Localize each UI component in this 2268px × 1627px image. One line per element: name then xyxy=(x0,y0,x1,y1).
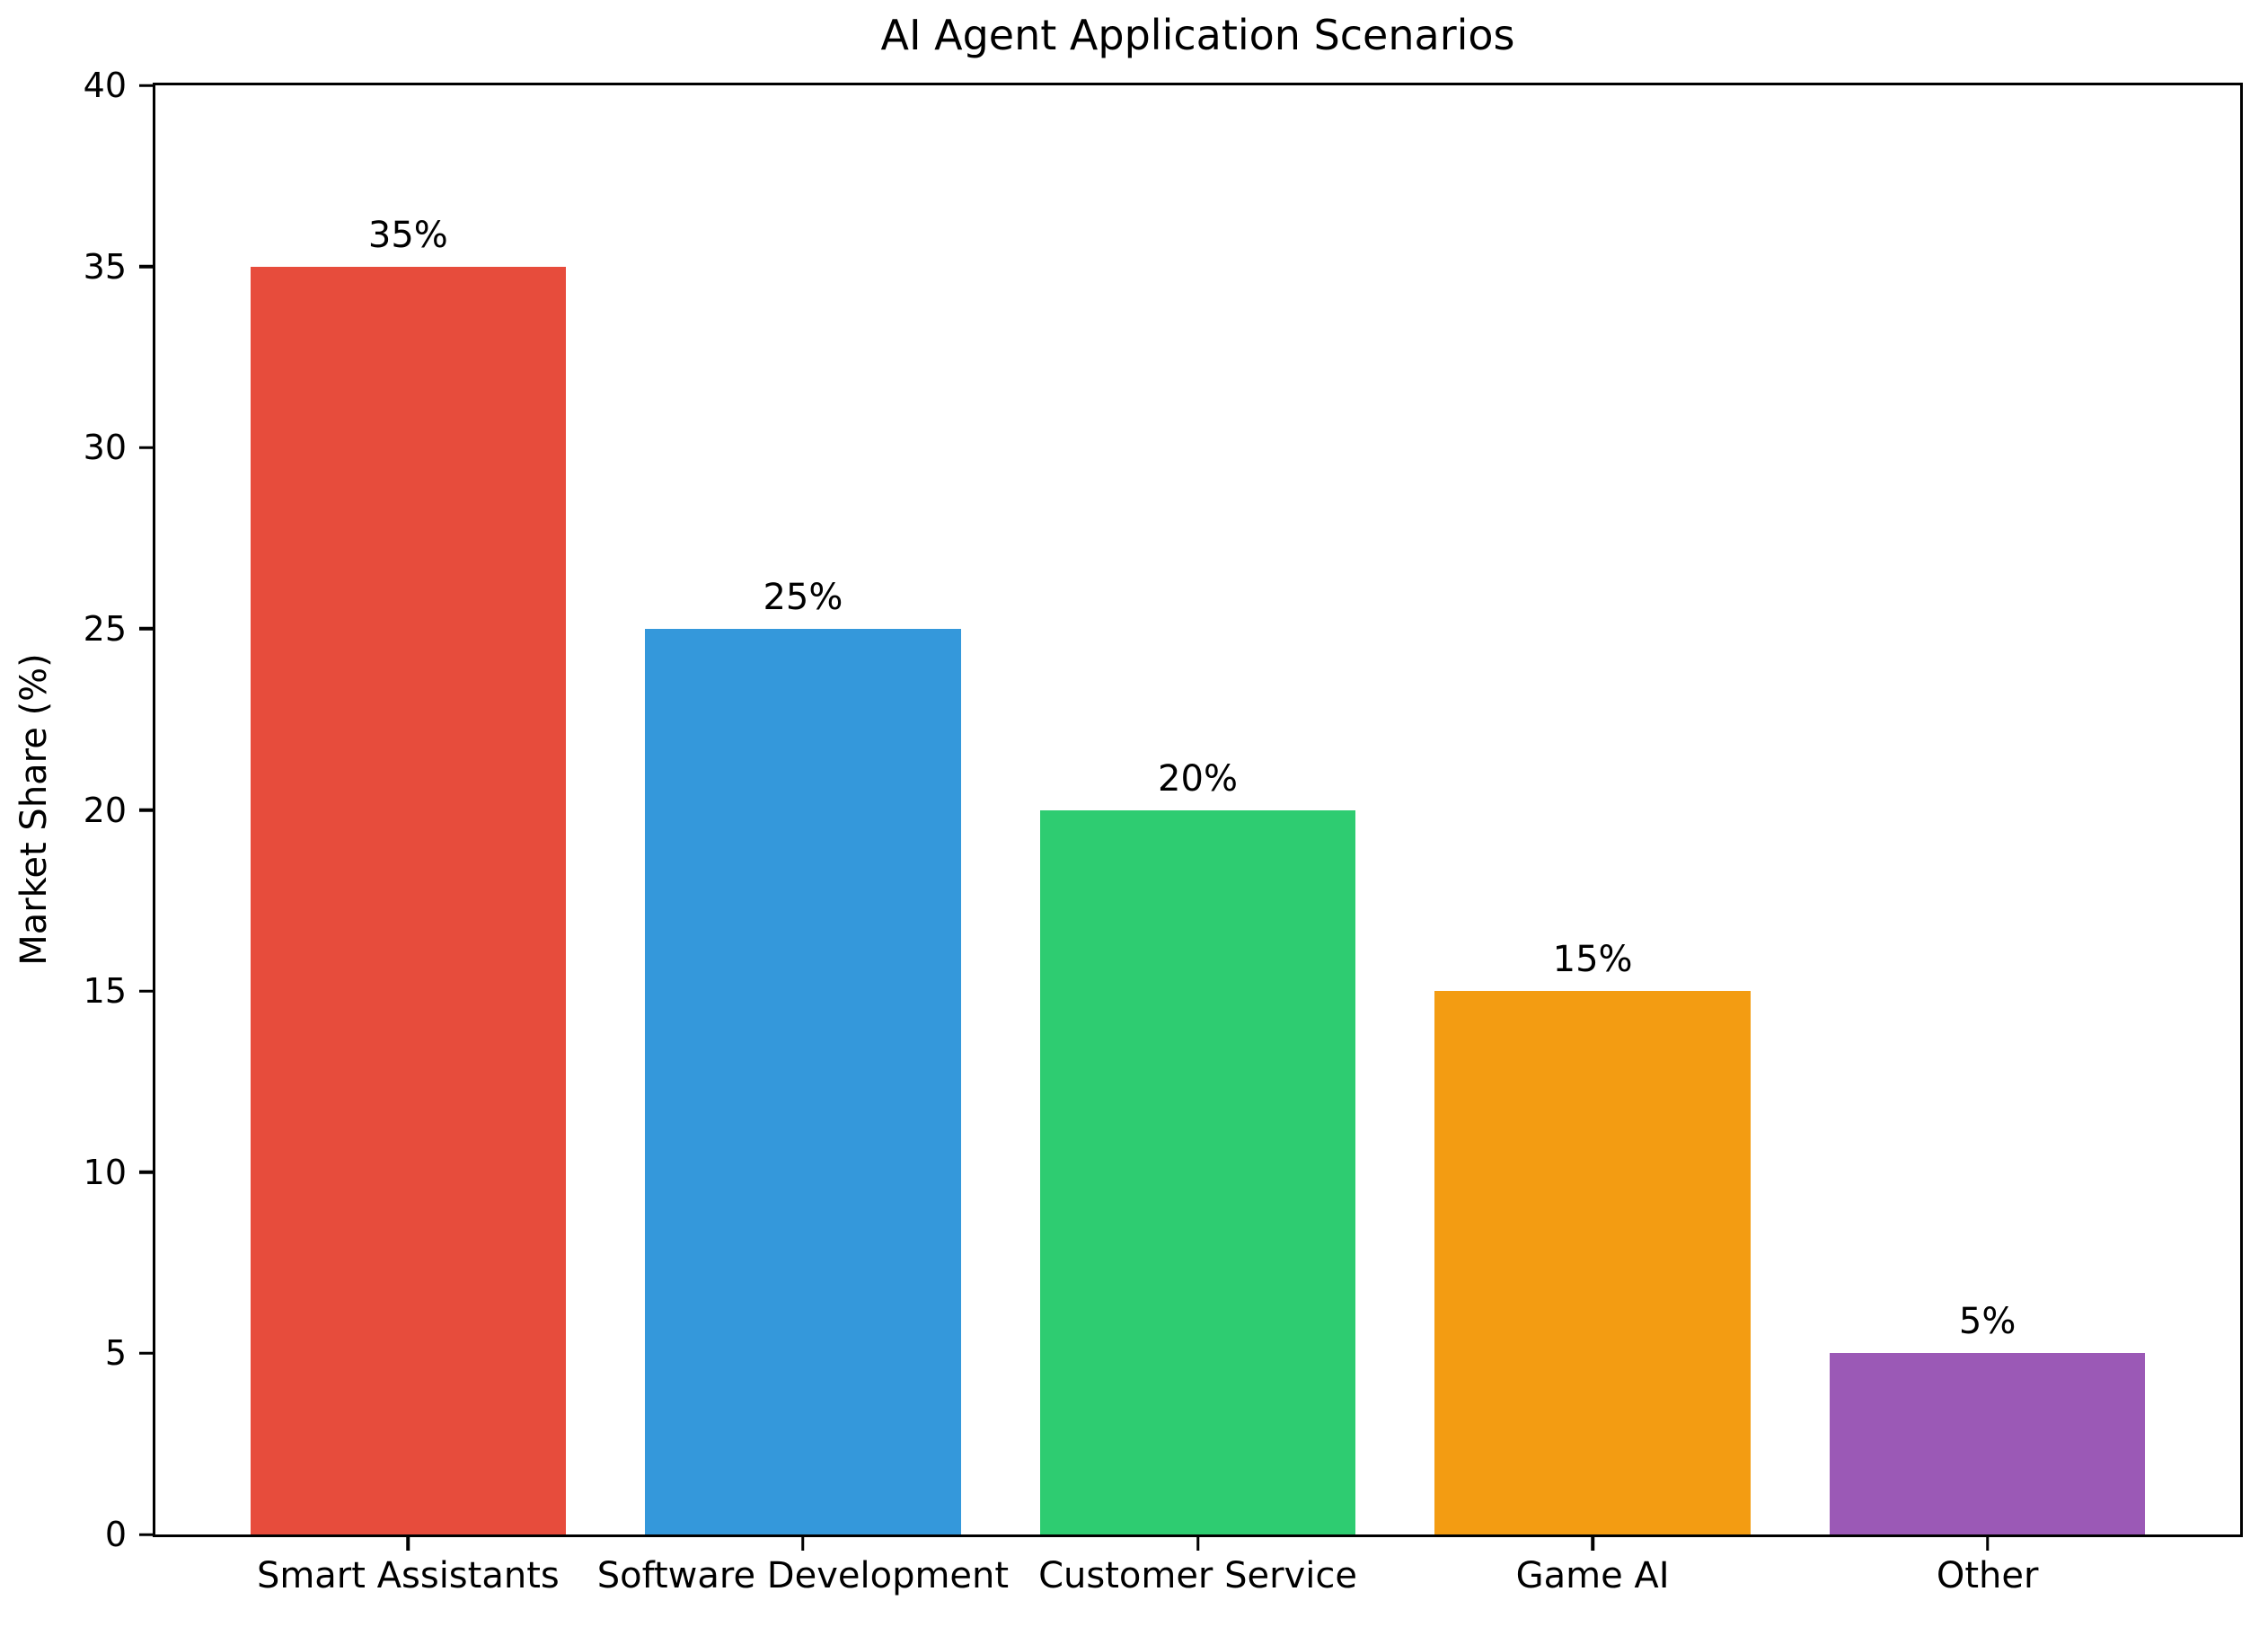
x-tick-mark-other xyxy=(1985,1534,1990,1551)
bar-smart-assistants xyxy=(250,266,567,1534)
y-tick-mark-10 xyxy=(139,1171,155,1174)
y-tick-label-0: 0 xyxy=(104,1515,127,1554)
y-tick-mark-30 xyxy=(139,446,155,449)
x-tick-mark-software-development xyxy=(801,1534,805,1551)
x-tick-mark-game-ai xyxy=(1591,1534,1594,1551)
x-tick-label-software-development: Software Development xyxy=(596,1555,1010,1596)
y-tick-mark-20 xyxy=(139,808,155,812)
x-tick-label-game-ai: Game AI xyxy=(1515,1555,1670,1596)
x-tick-label-customer-service: Customer Service xyxy=(1038,1555,1357,1596)
bar-other xyxy=(1829,1353,2146,1534)
plot-area: 0 5 10 15 20 25 30 35 40 35% Smart Assistants 25% So… xyxy=(84,68,2243,1594)
y-tick-mark-5 xyxy=(139,1351,155,1356)
y-tick-mark-40 xyxy=(139,84,155,87)
y-tick-mark-35 xyxy=(139,264,155,269)
y-tick-label-35: 35 xyxy=(83,246,127,287)
bar-software-development xyxy=(645,628,961,1534)
y-tick-label-25: 25 xyxy=(83,608,127,649)
y-axis-label: Market Share (%) xyxy=(13,653,55,966)
x-tick-mark-customer-service xyxy=(1196,1534,1200,1551)
y-tick-label-40: 40 xyxy=(83,66,127,105)
x-tick-mark-smart-assistants xyxy=(406,1534,410,1551)
bar-value-label-smart-assistants: 35% xyxy=(367,214,448,256)
y-tick-mark-15 xyxy=(139,989,155,993)
bar-customer-service xyxy=(1039,809,1356,1534)
bar-game-ai xyxy=(1434,991,1751,1534)
y-tick-label-20: 20 xyxy=(83,790,127,830)
chart-title: AI Agent Application Scenarios xyxy=(880,11,1515,59)
bar-value-label-other: 5% xyxy=(1958,1301,2016,1343)
y-tick-label-10: 10 xyxy=(83,1152,127,1192)
y-tick-label-15: 15 xyxy=(83,971,127,1012)
bar-value-label-customer-service: 20% xyxy=(1158,757,1238,800)
bar-value-label-software-development: 25% xyxy=(763,576,843,618)
bar-value-label-game-ai: 15% xyxy=(1552,939,1633,981)
y-tick-mark-0 xyxy=(139,1533,155,1536)
x-tick-label-smart-assistants: Smart Assistants xyxy=(256,1555,560,1596)
y-tick-label-30: 30 xyxy=(83,428,127,468)
y-tick-mark-25 xyxy=(139,627,155,631)
x-tick-label-other: Other xyxy=(1936,1555,2039,1596)
y-tick-label-5: 5 xyxy=(104,1333,127,1374)
